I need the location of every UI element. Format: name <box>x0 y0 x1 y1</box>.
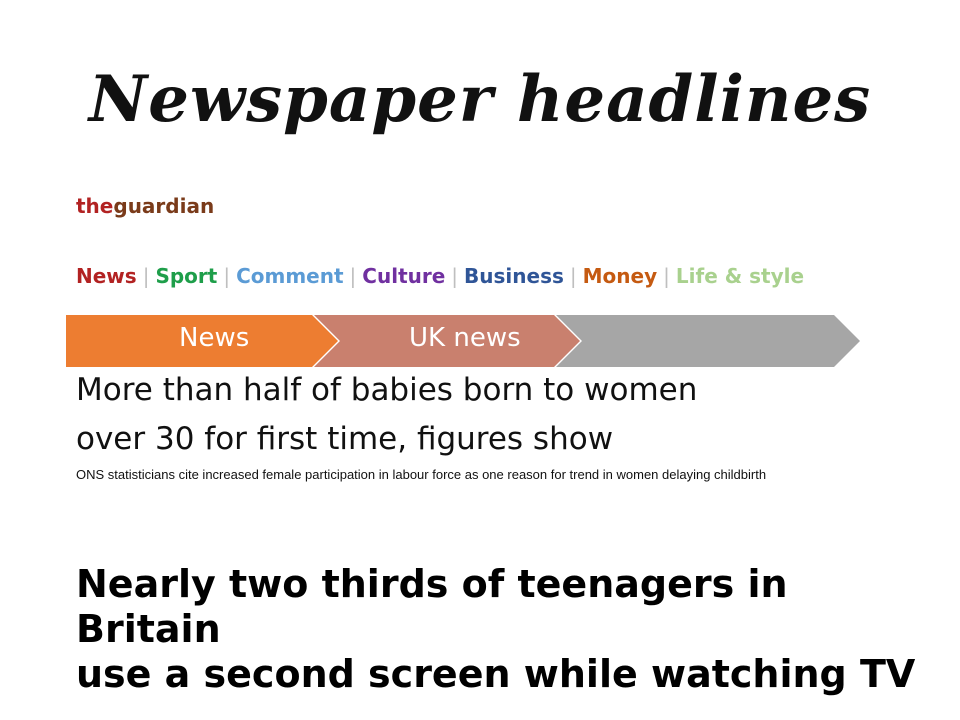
nav-separator: | <box>663 264 670 288</box>
nav-separator: | <box>569 264 577 288</box>
nav-item-business[interactable]: Business <box>464 264 564 288</box>
breadcrumb-label-uk-news[interactable]: UK news <box>409 323 521 353</box>
logo-prefix: the <box>76 194 114 218</box>
nav-item-life-style[interactable]: Life & style <box>675 264 805 288</box>
statement-headline: Nearly two thirds of teenagers in Britai… <box>76 562 916 697</box>
nav-separator: | <box>223 264 231 288</box>
breadcrumb-chevron-news[interactable] <box>66 315 338 367</box>
breadcrumb-chevron-uk-news[interactable] <box>314 315 580 367</box>
breadcrumb-chevron-empty[interactable] <box>556 315 860 367</box>
nav-item-money[interactable]: Money <box>582 264 658 288</box>
headline-line-1: More than half of babies born to women <box>76 372 698 408</box>
article-headline[interactable]: More than half of babies born to women o… <box>76 366 796 464</box>
statement-line-1: Nearly two thirds of teenagers in Britai… <box>76 562 788 651</box>
headline-line-2: over 30 for first time, figures show <box>76 421 614 457</box>
breadcrumb: News UK news <box>66 315 866 367</box>
nav-separator: | <box>451 264 459 288</box>
breadcrumb-label-news[interactable]: News <box>179 323 250 353</box>
nav-separator: | <box>349 264 357 288</box>
article-standfirst: ONS statisticians cite increased female … <box>76 467 767 482</box>
nav-item-comment[interactable]: Comment <box>236 264 344 288</box>
section-nav: News | Sport | Comment | Culture | Business | Mone… <box>76 264 804 288</box>
nav-item-sport[interactable]: Sport <box>155 264 218 288</box>
nav-separator: | <box>142 264 150 288</box>
nav-item-news[interactable]: News <box>76 264 137 288</box>
slide-title: Newspaper headlines <box>88 62 872 137</box>
guardian-logo[interactable]: theguardian <box>76 194 214 218</box>
breadcrumb-chevrons <box>66 315 860 367</box>
nav-item-culture[interactable]: Culture <box>362 264 446 288</box>
statement-line-2: use a second screen while watching TV <box>76 652 916 696</box>
logo-name: guardian <box>113 194 215 218</box>
